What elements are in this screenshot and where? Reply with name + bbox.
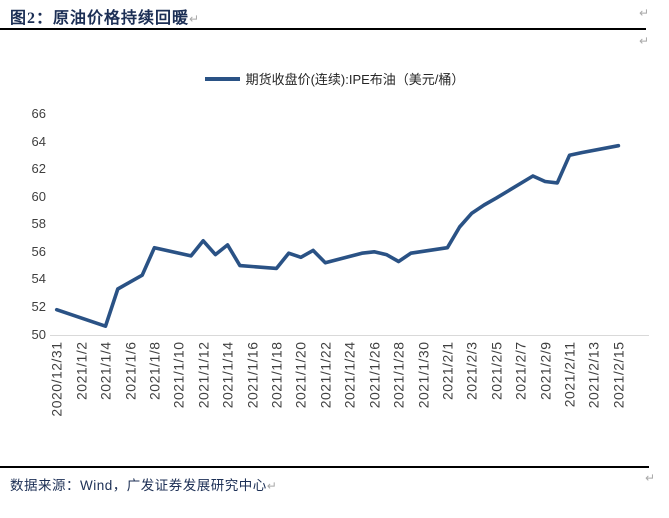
- figure-title-text: 图2：原油价格持续回暖: [10, 10, 190, 27]
- data-source-note: 数据来源：Wind，广发证券发展研究中心↵: [10, 474, 277, 494]
- x-axis-label: 2021/1/16: [244, 341, 261, 408]
- x-axis-label: 2021/1/10: [170, 341, 187, 408]
- figure-title: 图2：原油价格持续回暖↵: [10, 4, 200, 28]
- x-axis-label: 2021/2/11: [561, 341, 578, 407]
- x-axis-label: 2021/1/30: [415, 341, 431, 408]
- y-axis-label: 56: [31, 243, 46, 259]
- x-axis-label: 2021/1/26: [366, 341, 383, 408]
- x-axis-label: 2020/12/31: [48, 341, 65, 417]
- x-axis-label: 2021/1/2: [73, 341, 90, 400]
- x-axis-label: 2021/2/9: [537, 341, 554, 400]
- x-axis-label: 2021/1/24: [341, 341, 358, 408]
- x-axis-label: 2021/1/14: [219, 341, 236, 408]
- y-axis-label: 54: [31, 271, 46, 287]
- y-axis-label: 50: [31, 326, 46, 342]
- x-axis-label: 2021/2/5: [488, 341, 505, 400]
- x-axis-label: 2021/2/1: [439, 341, 456, 400]
- x-axis-label: 2021/2/15: [610, 341, 627, 408]
- return-mark-icon: ↵: [639, 6, 650, 20]
- y-axis-label: 52: [31, 298, 46, 314]
- legend-series-label: 期货收盘价(连续):IPE布油（美元/桶）: [245, 72, 465, 87]
- return-mark-icon: ↵: [645, 471, 656, 485]
- x-axis-label: 2021/1/4: [97, 341, 114, 400]
- return-mark-icon: ↵: [639, 34, 650, 48]
- return-mark-icon: ↵: [266, 479, 278, 493]
- x-axis-label: 2021/1/28: [390, 341, 407, 408]
- y-axis-label: 60: [31, 188, 46, 204]
- x-axis-label: 2021/1/12: [195, 341, 212, 408]
- x-axis-label: 2021/2/7: [512, 341, 529, 400]
- x-axis-label: 2021/1/18: [268, 341, 285, 408]
- return-mark-icon: ↵: [189, 12, 201, 26]
- y-axis-label: 66: [31, 106, 46, 121]
- footer-divider: [0, 466, 649, 468]
- x-axis-label: 2021/1/8: [146, 341, 163, 400]
- y-axis-label: 58: [31, 216, 46, 232]
- x-axis-label: 2021/2/3: [463, 341, 480, 400]
- x-axis-label: 2021/1/20: [292, 341, 309, 408]
- title-divider: [0, 28, 646, 30]
- chart-legend: 期货收盘价(连续):IPE布油（美元/桶）: [0, 69, 669, 88]
- y-axis-label: 62: [31, 161, 46, 177]
- x-axis-label: 2021/1/22: [317, 341, 334, 408]
- x-axis-line: [50, 335, 649, 336]
- price-line-series: [54, 143, 621, 329]
- legend-line-swatch: [204, 76, 240, 81]
- data-source-text: 数据来源：Wind，广发证券发展研究中心: [10, 478, 267, 493]
- y-axis-label: 64: [31, 133, 46, 149]
- x-axis-label: 2021/1/6: [122, 341, 138, 400]
- x-axis-label: 2021/2/13: [585, 341, 602, 408]
